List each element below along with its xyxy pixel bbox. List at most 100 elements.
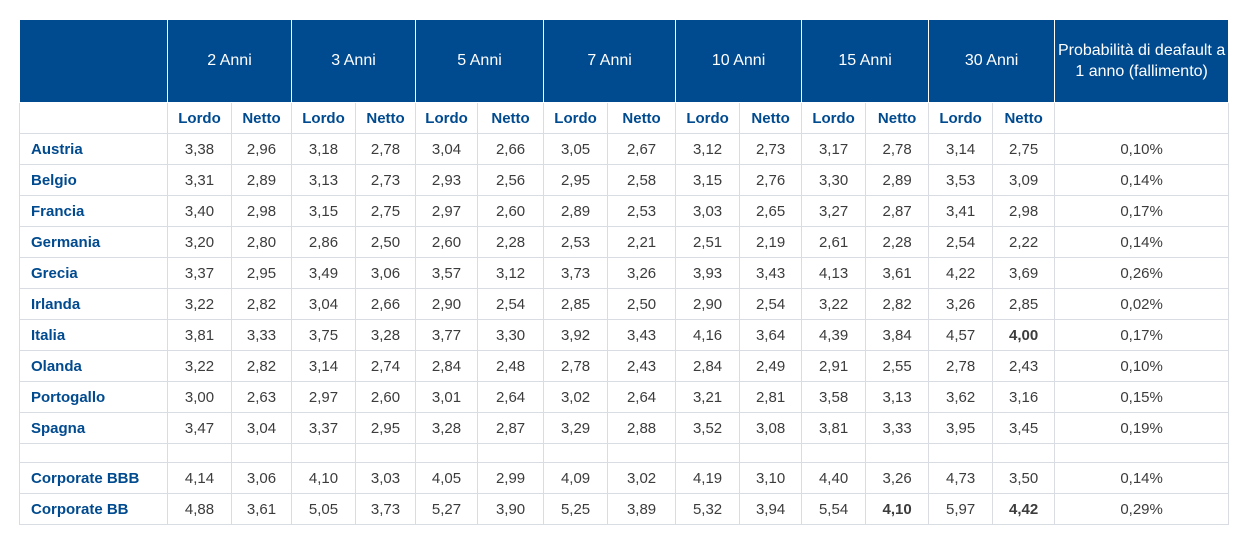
period-header: 3 Anni: [291, 19, 417, 103]
value-cell: 3,16: [992, 381, 1056, 413]
value-cell: 2,54: [477, 288, 545, 320]
value-cell: 3,93: [675, 257, 741, 289]
value-cell: 3,61: [230, 493, 293, 525]
default-probability-header: Probabilità di deafault a 1 anno (fallim…: [1054, 19, 1230, 103]
value-cell: 5,25: [543, 493, 609, 525]
value-cell: 2,50: [607, 288, 677, 320]
value-cell: 2,67: [607, 133, 677, 165]
value-cell: 4,13: [801, 257, 867, 289]
value-cell: 4,42: [992, 493, 1056, 525]
value-cell: 3,17: [801, 133, 867, 165]
period-header: 10 Anni: [675, 19, 803, 103]
table-row: Spagna 3,47 3,04 3,37 2,95 3,28 2,87 3,29 2,88 3,…: [19, 412, 1230, 444]
spacer-cell: [865, 443, 930, 463]
value-cell: 2,95: [230, 257, 293, 289]
yield-table: 2 Anni 3 Anni 5 Anni 7 Anni 10 Anni 15 Anni 30…: [19, 19, 1230, 525]
lordo-subheader: Lordo: [928, 102, 994, 134]
value-cell: 3,30: [801, 164, 867, 196]
value-cell: 3,90: [477, 493, 545, 525]
value-cell: 2,19: [739, 226, 803, 258]
probability-cell: 0,10%: [1054, 133, 1230, 165]
spacer-cell: [739, 443, 803, 463]
value-cell: 2,53: [607, 195, 677, 227]
value-cell: 2,66: [355, 288, 417, 320]
row-label: Irlanda: [19, 288, 168, 320]
value-cell: 3,03: [355, 462, 417, 494]
table-row: Irlanda 3,22 2,82 3,04 2,66 2,90 2,54 2,85 2,50 2…: [19, 288, 1230, 320]
value-cell: 3,40: [167, 195, 232, 227]
value-cell: 3,06: [355, 257, 417, 289]
value-cell: 2,78: [543, 350, 609, 382]
value-cell: 3,01: [415, 381, 479, 413]
value-cell: 4,09: [543, 462, 609, 494]
value-cell: 3,69: [992, 257, 1056, 289]
value-cell: 3,49: [291, 257, 357, 289]
value-cell: 3,41: [928, 195, 994, 227]
value-cell: 2,63: [230, 381, 293, 413]
header-corner: [19, 19, 168, 103]
value-cell: 3,61: [865, 257, 930, 289]
value-cell: 3,62: [928, 381, 994, 413]
value-cell: 3,43: [739, 257, 803, 289]
value-cell: 2,89: [230, 164, 293, 196]
value-cell: 3,22: [167, 350, 232, 382]
value-cell: 4,10: [865, 493, 930, 525]
table-row: Olanda 3,22 2,82 3,14 2,74 2,84 2,48 2,78 2,43 2,…: [19, 350, 1230, 382]
row-label: Portogallo: [19, 381, 168, 413]
value-cell: 3,21: [675, 381, 741, 413]
table-row: Austria 3,38 2,96 3,18 2,78 3,04 2,66 3,05 2,67 3…: [19, 133, 1230, 165]
value-cell: 2,22: [992, 226, 1056, 258]
value-cell: 2,73: [355, 164, 417, 196]
spacer-row: [19, 443, 1230, 463]
value-cell: 3,57: [415, 257, 479, 289]
value-cell: 3,38: [167, 133, 232, 165]
value-cell: 3,15: [675, 164, 741, 196]
spacer-cell: [543, 443, 609, 463]
probability-cell: 0,17%: [1054, 319, 1230, 351]
value-cell: 4,05: [415, 462, 479, 494]
spacer-cell: [19, 443, 168, 463]
row-label: Grecia: [19, 257, 168, 289]
value-cell: 3,26: [865, 462, 930, 494]
value-cell: 3,04: [291, 288, 357, 320]
table-row: Francia 3,40 2,98 3,15 2,75 2,97 2,60 2,89 2,53 3…: [19, 195, 1230, 227]
value-cell: 3,03: [675, 195, 741, 227]
value-cell: 2,89: [865, 164, 930, 196]
value-cell: 3,12: [477, 257, 545, 289]
value-cell: 2,82: [230, 288, 293, 320]
value-cell: 3,31: [167, 164, 232, 196]
row-label: Corporate BBB: [19, 462, 168, 494]
value-cell: 4,10: [291, 462, 357, 494]
value-cell: 3,37: [291, 412, 357, 444]
value-cell: 2,90: [415, 288, 479, 320]
value-cell: 3,22: [167, 288, 232, 320]
value-cell: 3,47: [167, 412, 232, 444]
value-cell: 2,43: [992, 350, 1056, 382]
value-cell: 2,66: [477, 133, 545, 165]
netto-subheader: Netto: [739, 102, 803, 134]
row-label: Italia: [19, 319, 168, 351]
value-cell: 4,14: [167, 462, 232, 494]
spacer-cell: [415, 443, 479, 463]
table-row: Portogallo 3,00 2,63 2,97 2,60 3,01 2,64 3,02 2,…: [19, 381, 1230, 413]
value-cell: 2,98: [230, 195, 293, 227]
value-cell: 2,65: [739, 195, 803, 227]
netto-subheader: Netto: [992, 102, 1056, 134]
value-cell: 2,54: [928, 226, 994, 258]
value-cell: 3,09: [992, 164, 1056, 196]
spacer-cell: [928, 443, 994, 463]
value-cell: 4,16: [675, 319, 741, 351]
value-cell: 4,22: [928, 257, 994, 289]
spacer-cell: [291, 443, 357, 463]
value-cell: 2,99: [477, 462, 545, 494]
value-cell: 2,60: [355, 381, 417, 413]
value-cell: 2,60: [477, 195, 545, 227]
value-cell: 3,81: [167, 319, 232, 351]
spacer-cell: [607, 443, 677, 463]
value-cell: 3,84: [865, 319, 930, 351]
header-row: 2 Anni 3 Anni 5 Anni 7 Anni 10 Anni 15 Anni 30…: [19, 19, 1230, 103]
lordo-subheader: Lordo: [675, 102, 741, 134]
value-cell: 3,45: [992, 412, 1056, 444]
value-cell: 3,95: [928, 412, 994, 444]
value-cell: 3,77: [415, 319, 479, 351]
